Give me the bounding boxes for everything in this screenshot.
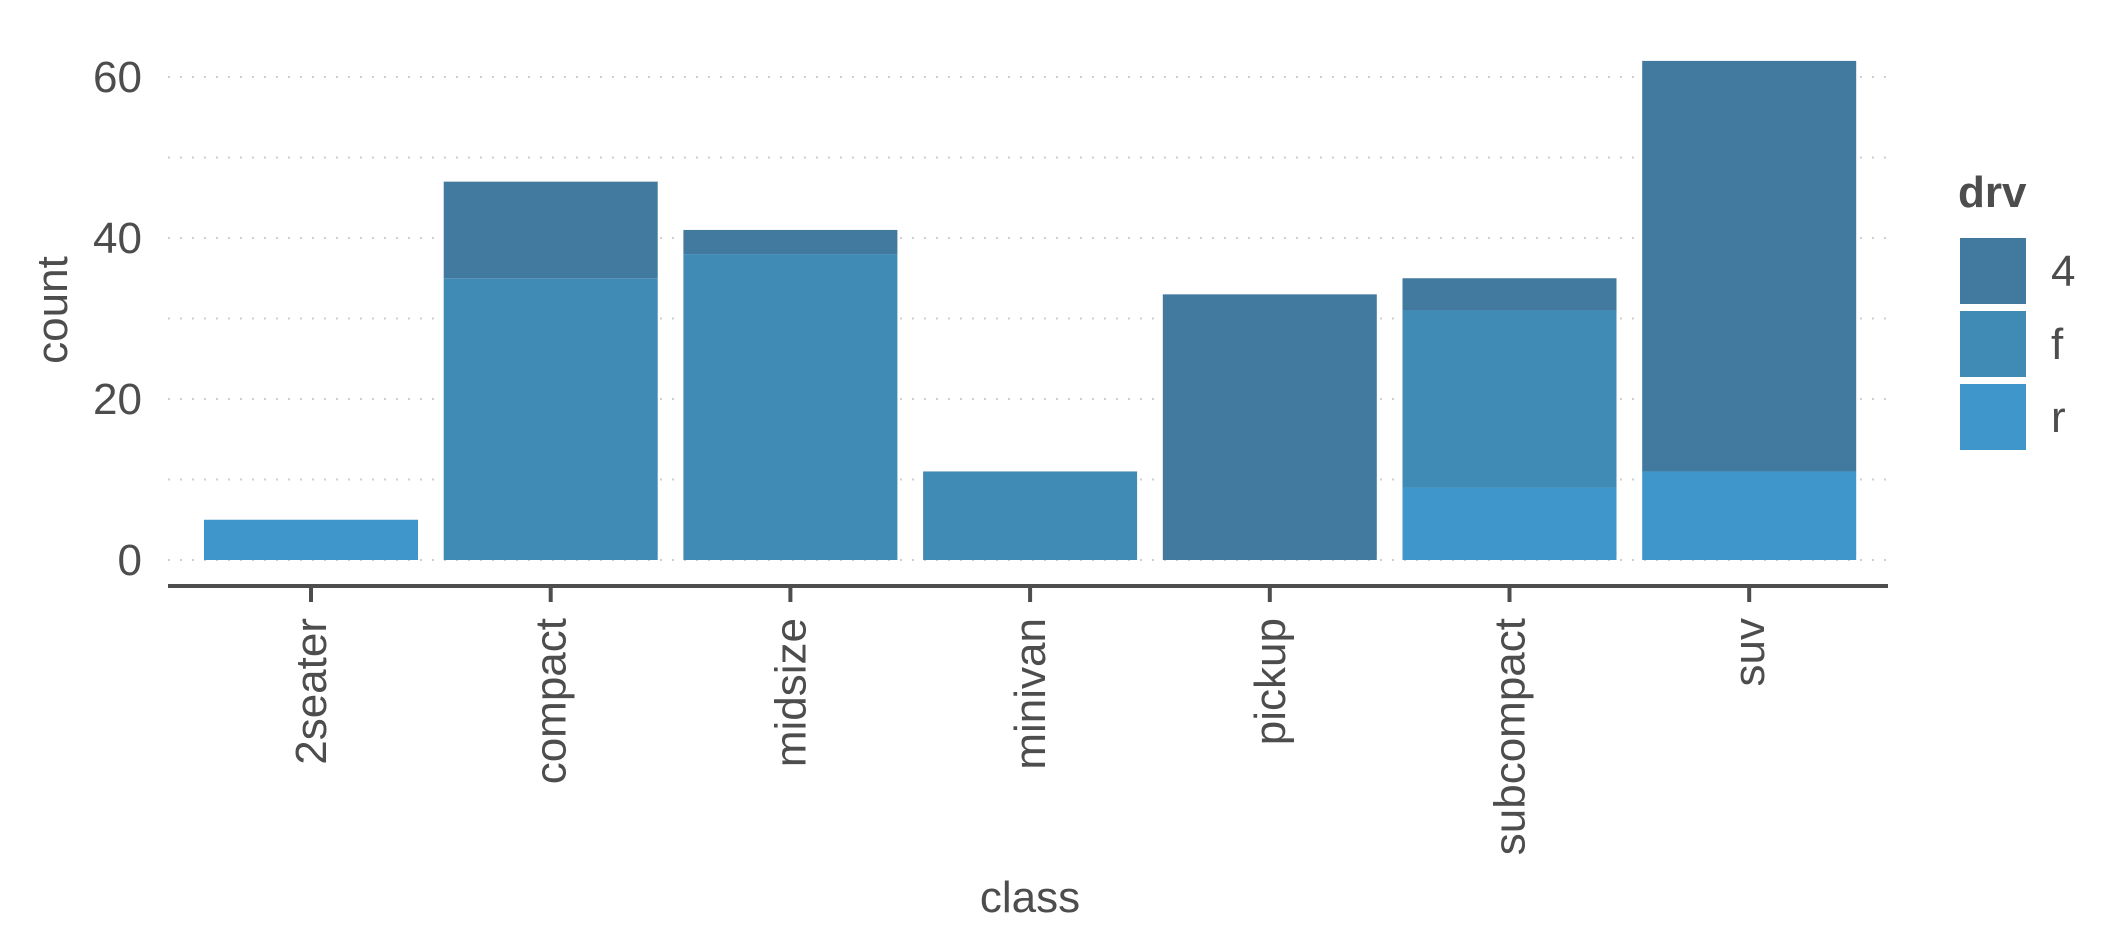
bars xyxy=(204,60,1857,560)
x-axis-title: class xyxy=(980,873,1080,922)
x-tick-label: compact xyxy=(527,618,576,784)
bar-segment-pickup-4 xyxy=(1162,294,1377,560)
legend-swatch-f xyxy=(1960,311,2026,377)
legend-label-r: r xyxy=(2051,393,2066,442)
x-tick-label: minivan xyxy=(1006,618,1055,770)
bar-segment-suv-4 xyxy=(1642,60,1857,472)
x-tick-label: subcompact xyxy=(1486,618,1535,855)
bar-segment-minivan-f xyxy=(923,471,1138,560)
y-tick-label: 20 xyxy=(93,375,142,424)
x-axis: 2seater compact midsize minivan pickup subcom… xyxy=(168,584,1888,855)
legend: drv 4 fr xyxy=(1958,168,2075,450)
bar-segment-subcompact-f xyxy=(1402,310,1617,488)
x-tick-label: pickup xyxy=(1246,618,1295,745)
y-tick-label: 60 xyxy=(93,53,142,102)
legend-label-f: f xyxy=(2051,320,2064,369)
bar-segment-suv-r xyxy=(1642,471,1857,560)
legend-title: drv xyxy=(1958,168,2027,217)
y-tick-label: 0 xyxy=(118,536,142,585)
x-tick-label: 2seater xyxy=(287,618,336,765)
bar-segment-midsize-f xyxy=(683,254,898,560)
bar-segment-subcompact-r xyxy=(1402,487,1617,560)
y-axis-title: count xyxy=(28,256,77,364)
x-tick-label: suv xyxy=(1725,618,1774,686)
y-tick-label: 40 xyxy=(93,214,142,263)
legend-label-4: 4 xyxy=(2051,247,2075,296)
x-tick-label: midsize xyxy=(766,618,815,767)
bar-segment-subcompact-4 xyxy=(1402,278,1617,311)
y-axis: 0 20 40 60 xyxy=(93,53,142,585)
legend-swatch-4 xyxy=(1960,238,2026,304)
bar-segment-2seater-r xyxy=(204,519,418,560)
bar-segment-compact-f xyxy=(443,278,658,560)
bar-segment-midsize-4 xyxy=(683,229,898,255)
bar-segment-compact-4 xyxy=(443,181,658,279)
legend-swatch-r xyxy=(1960,384,2026,450)
legend-items: 4 fr xyxy=(1960,238,2075,450)
